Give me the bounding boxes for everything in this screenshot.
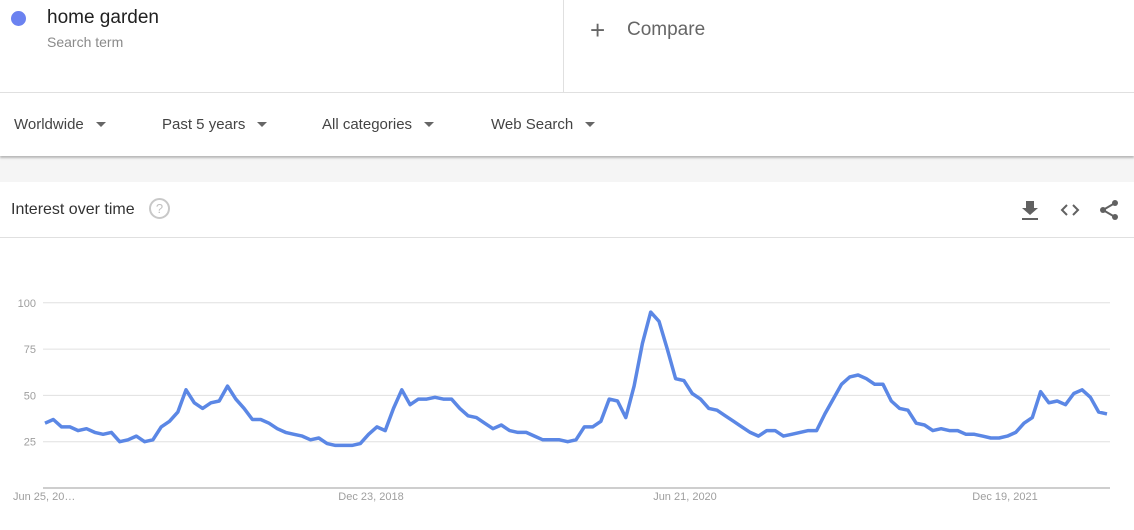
x-tick-label: Dec 19, 2021	[972, 491, 1037, 503]
dropdown-arrow-icon	[424, 122, 435, 127]
interest-line-chart: 100 75 50 25 Jun 25, 20… Dec 23, 2018 Jun 21,…	[13, 298, 1110, 503]
dropdown-arrow-icon	[95, 122, 106, 127]
y-tick-label: 25	[24, 437, 36, 449]
search-term-name[interactable]: home garden	[47, 7, 159, 28]
time-range-label: Past 5 years	[162, 116, 246, 133]
search-term-card[interactable]: home garden Search term	[0, 0, 564, 92]
x-tick-label: Jun 21, 2020	[653, 491, 717, 503]
series-line-home-garden[interactable]	[44, 310, 1108, 448]
plus-icon: +	[590, 15, 606, 45]
search-term-subtitle: Search term	[47, 34, 124, 50]
x-tick-label: Dec 23, 2018	[338, 491, 403, 503]
category-label: All categories	[322, 116, 413, 133]
filter-bar: Worldwide Past 5 years All categories We…	[0, 93, 1134, 156]
time-range-dropdown[interactable]: Past 5 years	[162, 116, 268, 133]
dropdown-arrow-icon	[585, 122, 596, 127]
search-type-dropdown[interactable]: Web Search	[491, 116, 596, 133]
region-label: Worldwide	[14, 116, 84, 133]
x-tick-label: Jun 25, 20…	[13, 491, 75, 503]
help-circle-icon[interactable]: ?	[149, 198, 170, 219]
series-color-dot	[11, 11, 26, 26]
y-tick-label: 50	[24, 390, 36, 402]
y-tick-label: 100	[18, 298, 36, 310]
card-header: Interest over time ?	[0, 182, 1134, 238]
region-dropdown[interactable]: Worldwide	[14, 116, 106, 133]
interest-over-time-card: Interest over time ?	[0, 182, 1134, 530]
embed-code-icon[interactable]	[1058, 198, 1082, 222]
dropdown-arrow-icon	[257, 122, 268, 127]
download-icon[interactable]	[1018, 198, 1042, 222]
y-tick-label: 75	[24, 344, 36, 356]
category-dropdown[interactable]: All categories	[322, 116, 435, 133]
search-term-panel: home garden Search term + Compare	[0, 0, 1134, 93]
share-icon[interactable]	[1097, 198, 1121, 222]
compare-label: Compare	[627, 19, 706, 40]
search-type-label: Web Search	[491, 116, 574, 133]
compare-button[interactable]: + Compare	[590, 17, 705, 43]
card-title: Interest over time	[11, 201, 135, 218]
